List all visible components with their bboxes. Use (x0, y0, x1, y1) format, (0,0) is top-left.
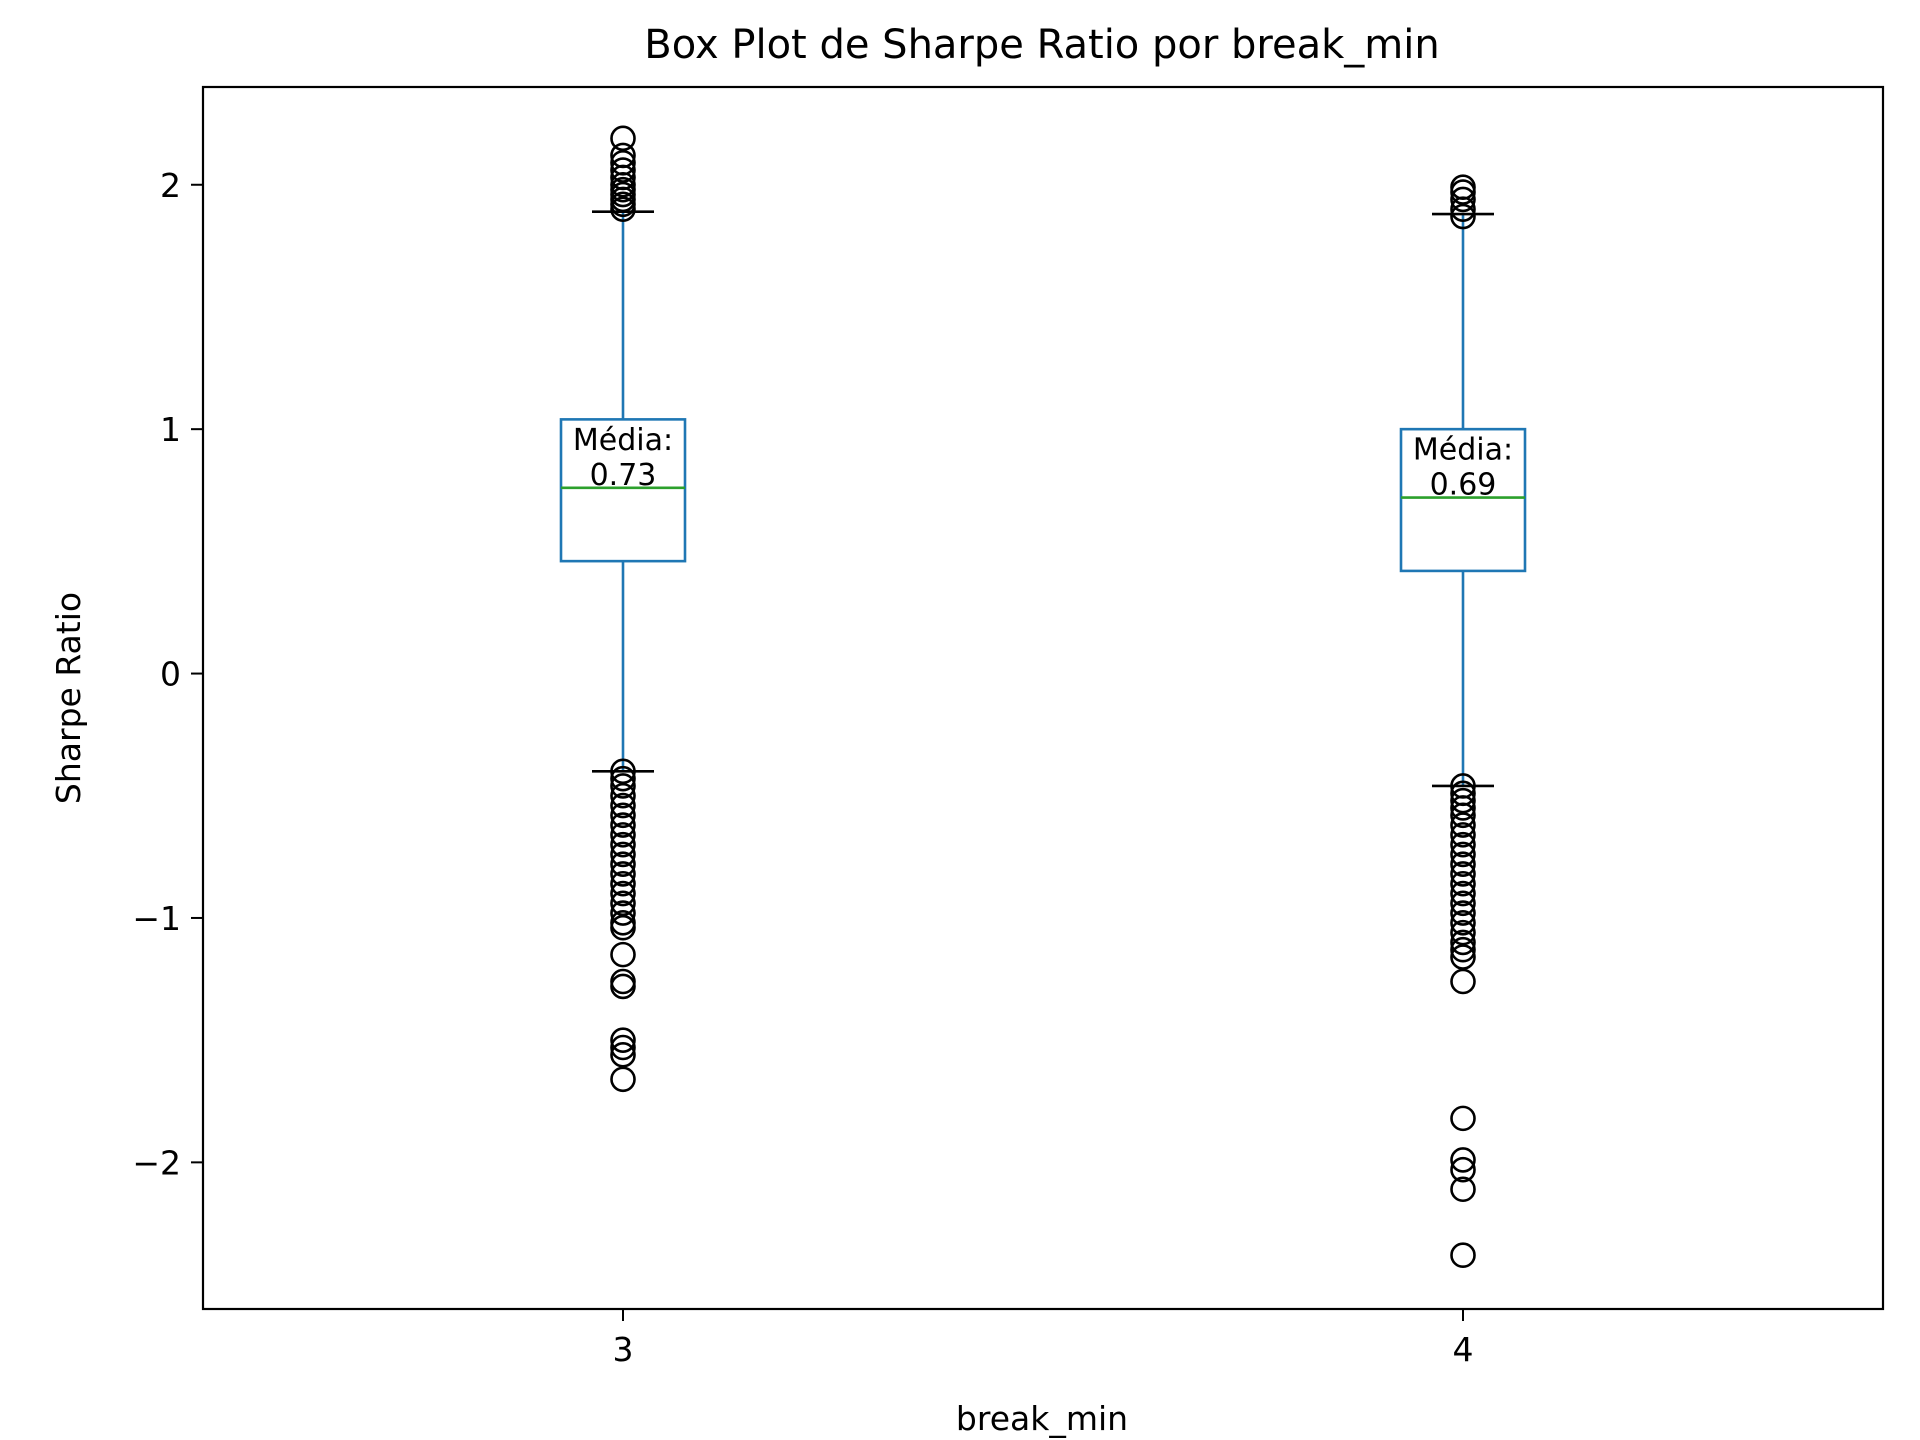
outlier-point (610, 758, 636, 785)
outlier-point (1450, 890, 1476, 917)
outlier-point (1450, 851, 1476, 877)
outlier-point (1450, 1176, 1476, 1203)
outlier-point (1450, 944, 1476, 970)
y-tick-label: 1 (160, 410, 181, 449)
axis-ticks: 3 4 −2 −1 0 1 2 (132, 166, 1473, 1369)
outlier-point (610, 890, 636, 917)
outlier-point (1450, 936, 1476, 963)
outlier-point (1450, 929, 1476, 956)
outlier-point (610, 851, 636, 877)
outlier-point (610, 1034, 636, 1061)
x-tick-label: 4 (1453, 1330, 1474, 1369)
y-axis-label: Sharpe Ratio (49, 592, 88, 804)
outlier-point (610, 900, 636, 926)
outlier-point (1450, 822, 1476, 848)
outlier-point (610, 914, 636, 941)
outlier-point (610, 812, 636, 838)
box-group-3: Média: 0.73 (559, 125, 687, 1093)
outlier-point (1450, 186, 1476, 213)
outlier-point (1450, 900, 1476, 926)
outlier-point (1450, 910, 1476, 936)
outlier-point (610, 880, 636, 907)
chart-title: Box Plot de Sharpe Ratio por break_min (644, 22, 1439, 68)
outlier-point (1450, 880, 1476, 907)
box-group-4: Média: 0.69 (1399, 174, 1527, 1269)
outlier-point (610, 792, 636, 819)
outlier-point (1450, 203, 1476, 230)
outlier-point (610, 773, 636, 799)
y-tick-label: −2 (132, 1143, 181, 1182)
outlier-point (1450, 870, 1476, 897)
x-axis-label: break_min (956, 1399, 1128, 1438)
outlier-point (610, 1027, 636, 1053)
outlier-point (1450, 802, 1476, 829)
outlier-point (610, 973, 636, 1000)
outlier-point (610, 196, 636, 222)
outlier-point (1450, 1105, 1476, 1132)
outlier-point (610, 941, 636, 968)
outlier-point (1450, 968, 1476, 995)
outlier-point (1450, 1156, 1476, 1183)
outlier-point (610, 157, 636, 183)
outlier-point (1450, 196, 1476, 222)
outlier-point (610, 802, 636, 829)
y-tick-label: −1 (132, 899, 181, 938)
outlier-point (610, 968, 636, 995)
mean-label: Média: 0.73 (573, 423, 673, 493)
outlier-point (1450, 1147, 1476, 1173)
mean-label: Média: 0.69 (1413, 433, 1513, 503)
outlier-point (1450, 919, 1476, 946)
outlier-point (610, 861, 636, 887)
y-tick-label: 0 (160, 655, 181, 694)
plot-area: Média: 0.73 Média: 0.69 (559, 125, 1527, 1269)
outlier-point (610, 1042, 636, 1068)
outlier-point (1450, 795, 1476, 821)
outlier-point (610, 1066, 636, 1093)
plot-frame (201, 85, 1885, 1311)
y-tick-label: 2 (160, 166, 181, 205)
outlier-point (1450, 179, 1476, 205)
outlier-point (1450, 1242, 1476, 1269)
outlier-point (1450, 861, 1476, 887)
outlier-point (610, 822, 636, 848)
outlier-point (1450, 831, 1476, 858)
outlier-point (610, 125, 636, 152)
outlier-point (1450, 787, 1476, 814)
outlier-point (610, 870, 636, 897)
outlier-point (610, 765, 636, 792)
x-tick-label: 3 (613, 1330, 634, 1369)
box-iqr (559, 418, 687, 563)
outlier-point (1450, 841, 1476, 868)
outlier-point (610, 782, 636, 809)
outlier-point (1450, 812, 1476, 838)
box-iqr (1399, 427, 1527, 573)
outlier-point (610, 841, 636, 868)
outlier-point (610, 831, 636, 858)
